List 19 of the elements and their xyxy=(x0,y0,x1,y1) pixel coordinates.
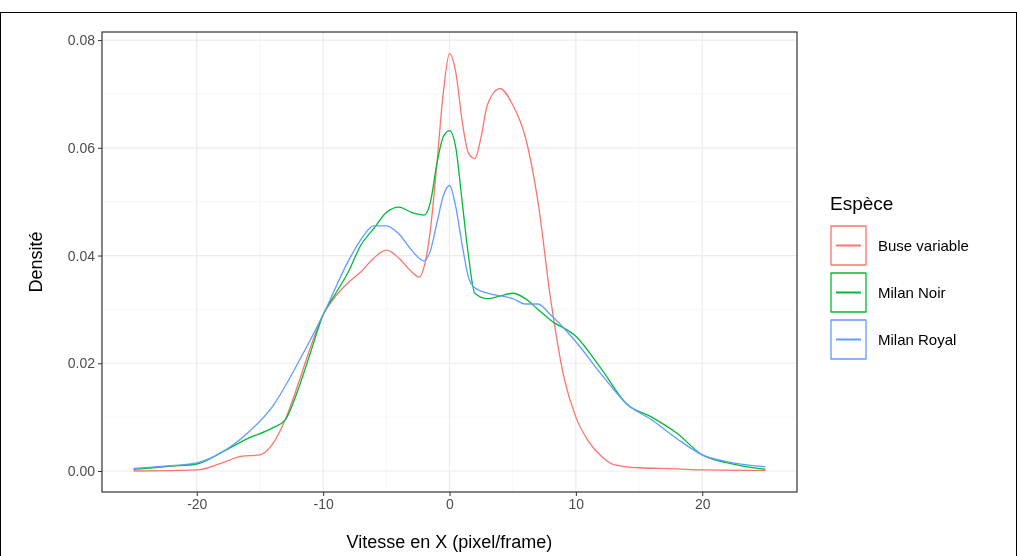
line-series xyxy=(132,129,767,471)
y-axis-title: Densité xyxy=(26,231,46,293)
y-tick-label: 0.08 xyxy=(67,32,96,49)
legend-title: Espèce xyxy=(830,193,894,214)
x-tick-label: -20 xyxy=(187,495,208,512)
y-tick-label: 0.04 xyxy=(67,247,96,264)
x-tick-label: 10 xyxy=(568,495,585,512)
x-tick-label: 0 xyxy=(446,495,455,512)
legend-label: Buse variable xyxy=(878,237,969,254)
legend-label: Milan Royal xyxy=(878,331,957,348)
x-tick-label: 20 xyxy=(694,495,711,512)
x-tick-label: -10 xyxy=(313,495,334,512)
x-axis-title: Vitesse en X (pixel/frame) xyxy=(346,532,553,552)
y-tick-label: 0.06 xyxy=(67,139,96,156)
legend-label: Milan Noir xyxy=(878,284,946,301)
line-series xyxy=(132,52,767,472)
y-tick-label: 0.00 xyxy=(67,462,96,479)
y-tick-label: 0.02 xyxy=(67,355,96,372)
line-series xyxy=(132,184,767,469)
